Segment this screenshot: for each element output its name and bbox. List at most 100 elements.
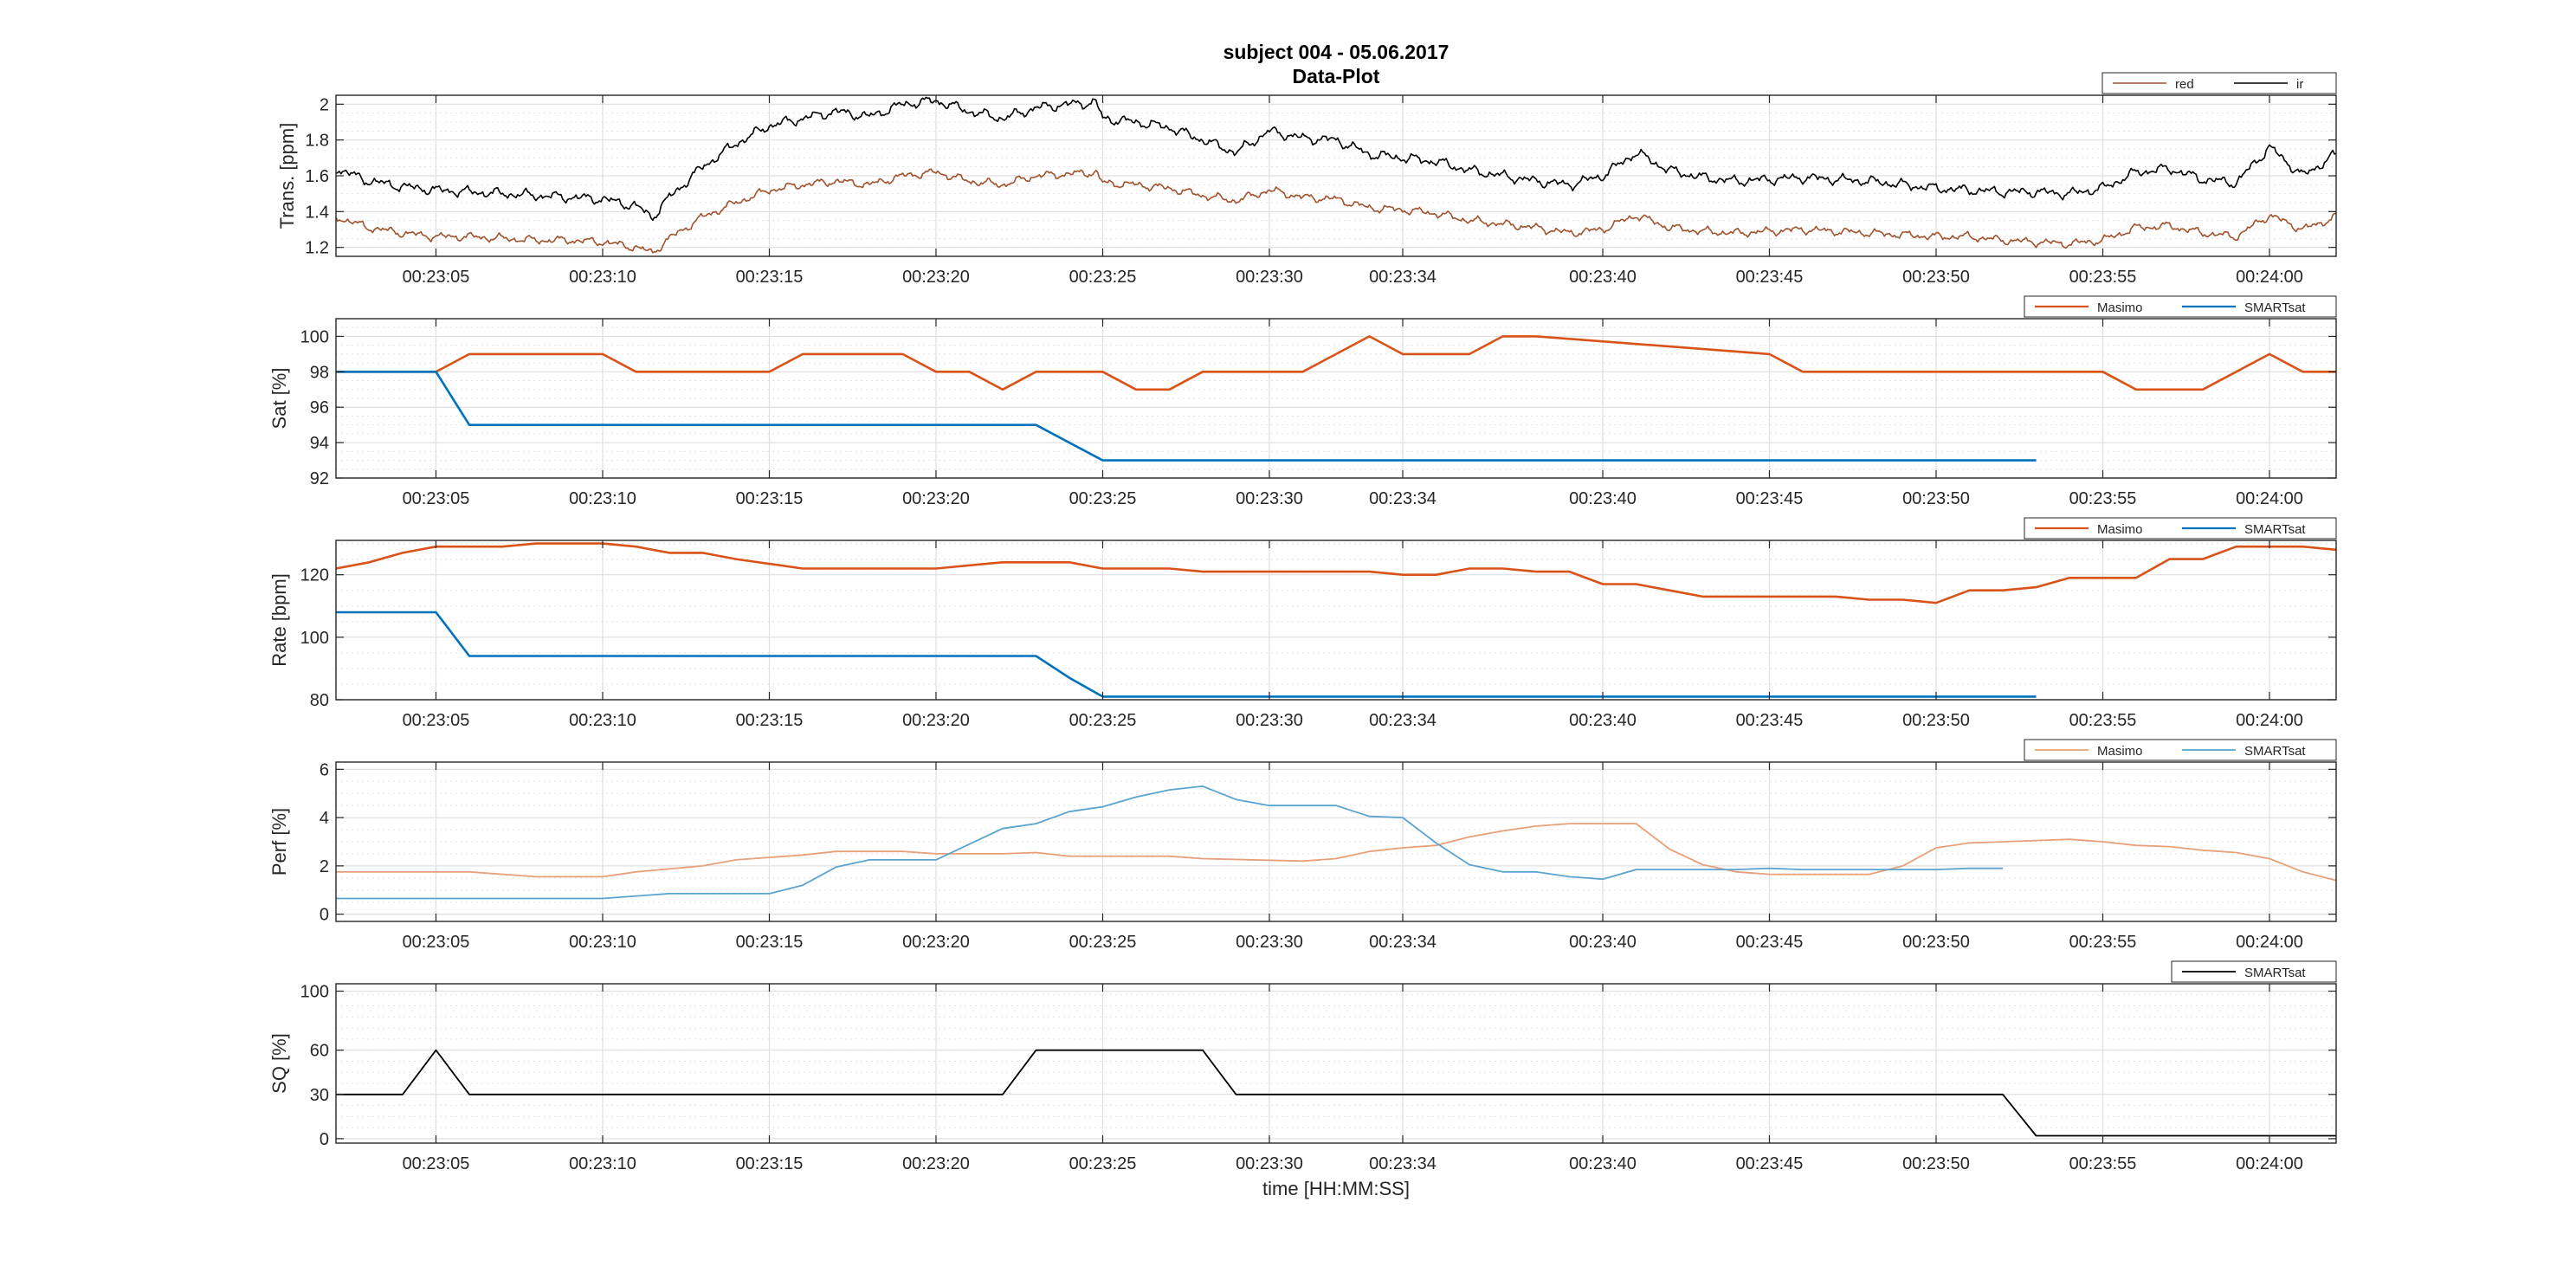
x-tick-label: 00:23:40 xyxy=(1569,711,1637,730)
x-tick-label: 00:23:15 xyxy=(736,711,804,730)
x-tick-label: 00:23:30 xyxy=(1236,268,1303,287)
y-tick-label: 0 xyxy=(320,906,329,925)
legend-label-masimo: Masimo xyxy=(2097,522,2143,537)
x-tick-label: 00:23:50 xyxy=(1902,489,1970,508)
x-tick-label: 00:23:34 xyxy=(1369,489,1436,508)
x-tick-label: 00:23:20 xyxy=(902,933,970,952)
x-tick-label: 00:23:25 xyxy=(1069,933,1137,952)
chart-panel-2: 00:23:05 00:23:10 00:23:15 00:23:20 00:23:25… xyxy=(268,295,2337,508)
series-line-masimo xyxy=(336,335,2336,391)
y-tick-label: 6 xyxy=(320,760,329,779)
x-tick-label: 00:23:20 xyxy=(902,711,970,730)
legend-label-masimo: Masimo xyxy=(2097,744,2143,759)
y-tick-label: 0 xyxy=(320,1130,329,1149)
legend: SMARTsat xyxy=(2171,960,2337,983)
x-tick-label: 00:24:00 xyxy=(2236,711,2303,730)
x-axis-label: time [HH:MM:SS] xyxy=(1262,1178,1410,1199)
axes-frame xyxy=(335,540,2337,701)
x-tick-label: 00:23:45 xyxy=(1736,1154,1804,1173)
x-tick-label: 00:23:20 xyxy=(902,489,970,508)
figure-title: subject 004 - 05.06.2017 xyxy=(1223,41,1449,63)
y-tick-label: 120 xyxy=(300,566,329,585)
x-tick-label: 00:23:55 xyxy=(2069,268,2137,287)
y-axis-label: Perf [%] xyxy=(268,808,290,876)
x-tick-label: 00:23:20 xyxy=(902,1154,970,1173)
x-tick-label: 00:23:05 xyxy=(403,933,470,952)
x-tick-label: 00:23:10 xyxy=(569,711,636,730)
x-tick-label: 00:23:05 xyxy=(403,1154,470,1173)
axes-frame xyxy=(335,318,2337,479)
x-tick-label: 00:23:10 xyxy=(569,268,636,287)
legend: Masimo SMARTsat xyxy=(2024,517,2337,540)
legend: red ir xyxy=(2101,72,2337,94)
legend-label-smartsat: SMARTsat xyxy=(2244,966,2306,980)
legend-label-masimo: Masimo xyxy=(2097,300,2143,315)
y-tick-label: 92 xyxy=(310,469,329,488)
x-tick-label: 00:23:05 xyxy=(403,268,470,287)
x-tick-label: 00:23:40 xyxy=(1569,1154,1637,1173)
legend-label-red: red xyxy=(2175,77,2194,92)
x-tick-label: 00:23:05 xyxy=(403,711,470,730)
x-tick-label: 00:23:20 xyxy=(902,268,970,287)
y-tick-label: 96 xyxy=(310,398,329,417)
series-line-masimo xyxy=(335,542,2337,604)
x-tick-label: 00:23:50 xyxy=(1902,268,1970,287)
y-tick-label: 60 xyxy=(310,1042,329,1061)
y-tick-label: 1.8 xyxy=(305,132,329,151)
x-tick-label: 00:23:25 xyxy=(1069,268,1137,287)
x-tick-label: 00:23:55 xyxy=(2069,1154,2137,1173)
x-tick-label: 00:23:05 xyxy=(403,489,470,508)
legend-label-smartsat: SMARTsat xyxy=(2244,744,2306,759)
x-tick-label: 00:23:30 xyxy=(1236,1154,1303,1173)
x-tick-label: 00:24:00 xyxy=(2236,933,2303,952)
legend: Masimo SMARTsat xyxy=(2024,739,2337,761)
chart-panel-3: 00:23:05 00:23:10 00:23:15 00:23:20 00:23:25… xyxy=(268,517,2337,730)
x-tick-label: 00:23:15 xyxy=(736,1154,804,1173)
series-line-smartsat xyxy=(336,785,2003,900)
y-tick-label: 2 xyxy=(320,857,329,876)
x-tick-label: 00:23:55 xyxy=(2069,933,2137,952)
y-tick-label: 100 xyxy=(300,327,329,346)
y-tick-label: 94 xyxy=(310,434,329,453)
x-tick-label: 00:23:45 xyxy=(1736,268,1804,287)
chart-panel-1: 00:23:05 00:23:10 00:23:15 00:23:20 00:23:25… xyxy=(276,72,2337,287)
axes-frame xyxy=(335,761,2337,922)
y-tick-label: 4 xyxy=(320,809,329,828)
x-tick-label: 00:23:50 xyxy=(1902,711,1970,730)
y-axis-label: SQ [%] xyxy=(268,1033,290,1094)
x-tick-label: 00:23:25 xyxy=(1069,489,1137,508)
x-tick-label: 00:23:25 xyxy=(1069,711,1137,730)
x-tick-label: 00:23:40 xyxy=(1569,933,1637,952)
x-tick-label: 00:24:00 xyxy=(2236,268,2303,287)
y-axis-label: Sat [%] xyxy=(268,368,290,430)
series-line-ir xyxy=(335,96,2337,222)
x-tick-label: 00:23:34 xyxy=(1369,933,1436,952)
y-tick-label: 100 xyxy=(300,983,329,1002)
y-tick-label: 30 xyxy=(310,1086,329,1105)
x-tick-label: 00:23:34 xyxy=(1369,1154,1436,1173)
x-tick-label: 00:23:30 xyxy=(1236,711,1303,730)
x-tick-label: 00:23:15 xyxy=(736,933,804,952)
y-tick-label: 80 xyxy=(310,691,329,710)
x-tick-label: 00:23:25 xyxy=(1069,1154,1137,1173)
x-tick-label: 00:23:55 xyxy=(2069,711,2137,730)
legend-label-ir: ir xyxy=(2296,77,2303,92)
x-tick-label: 00:23:40 xyxy=(1569,268,1637,287)
y-tick-label: 100 xyxy=(300,629,329,648)
y-axis-label: Rate [bpm] xyxy=(268,573,290,667)
x-tick-label: 00:23:50 xyxy=(1902,933,1970,952)
x-tick-label: 00:23:10 xyxy=(569,933,636,952)
axes-frame xyxy=(335,983,2337,1144)
figure-title-block: subject 004 - 05.06.2017 Data-Plot xyxy=(336,40,2336,88)
x-tick-label: 00:23:45 xyxy=(1736,933,1804,952)
y-axis-label: Trans. [ppm] xyxy=(276,123,298,229)
x-tick-label: 00:23:10 xyxy=(569,489,636,508)
x-tick-label: 00:23:34 xyxy=(1369,268,1436,287)
x-tick-label: 00:24:00 xyxy=(2236,489,2303,508)
series-line-red xyxy=(335,168,2336,254)
x-tick-label: 00:23:34 xyxy=(1369,711,1436,730)
y-tick-label: 1.4 xyxy=(305,203,329,222)
x-tick-label: 00:23:40 xyxy=(1569,489,1637,508)
